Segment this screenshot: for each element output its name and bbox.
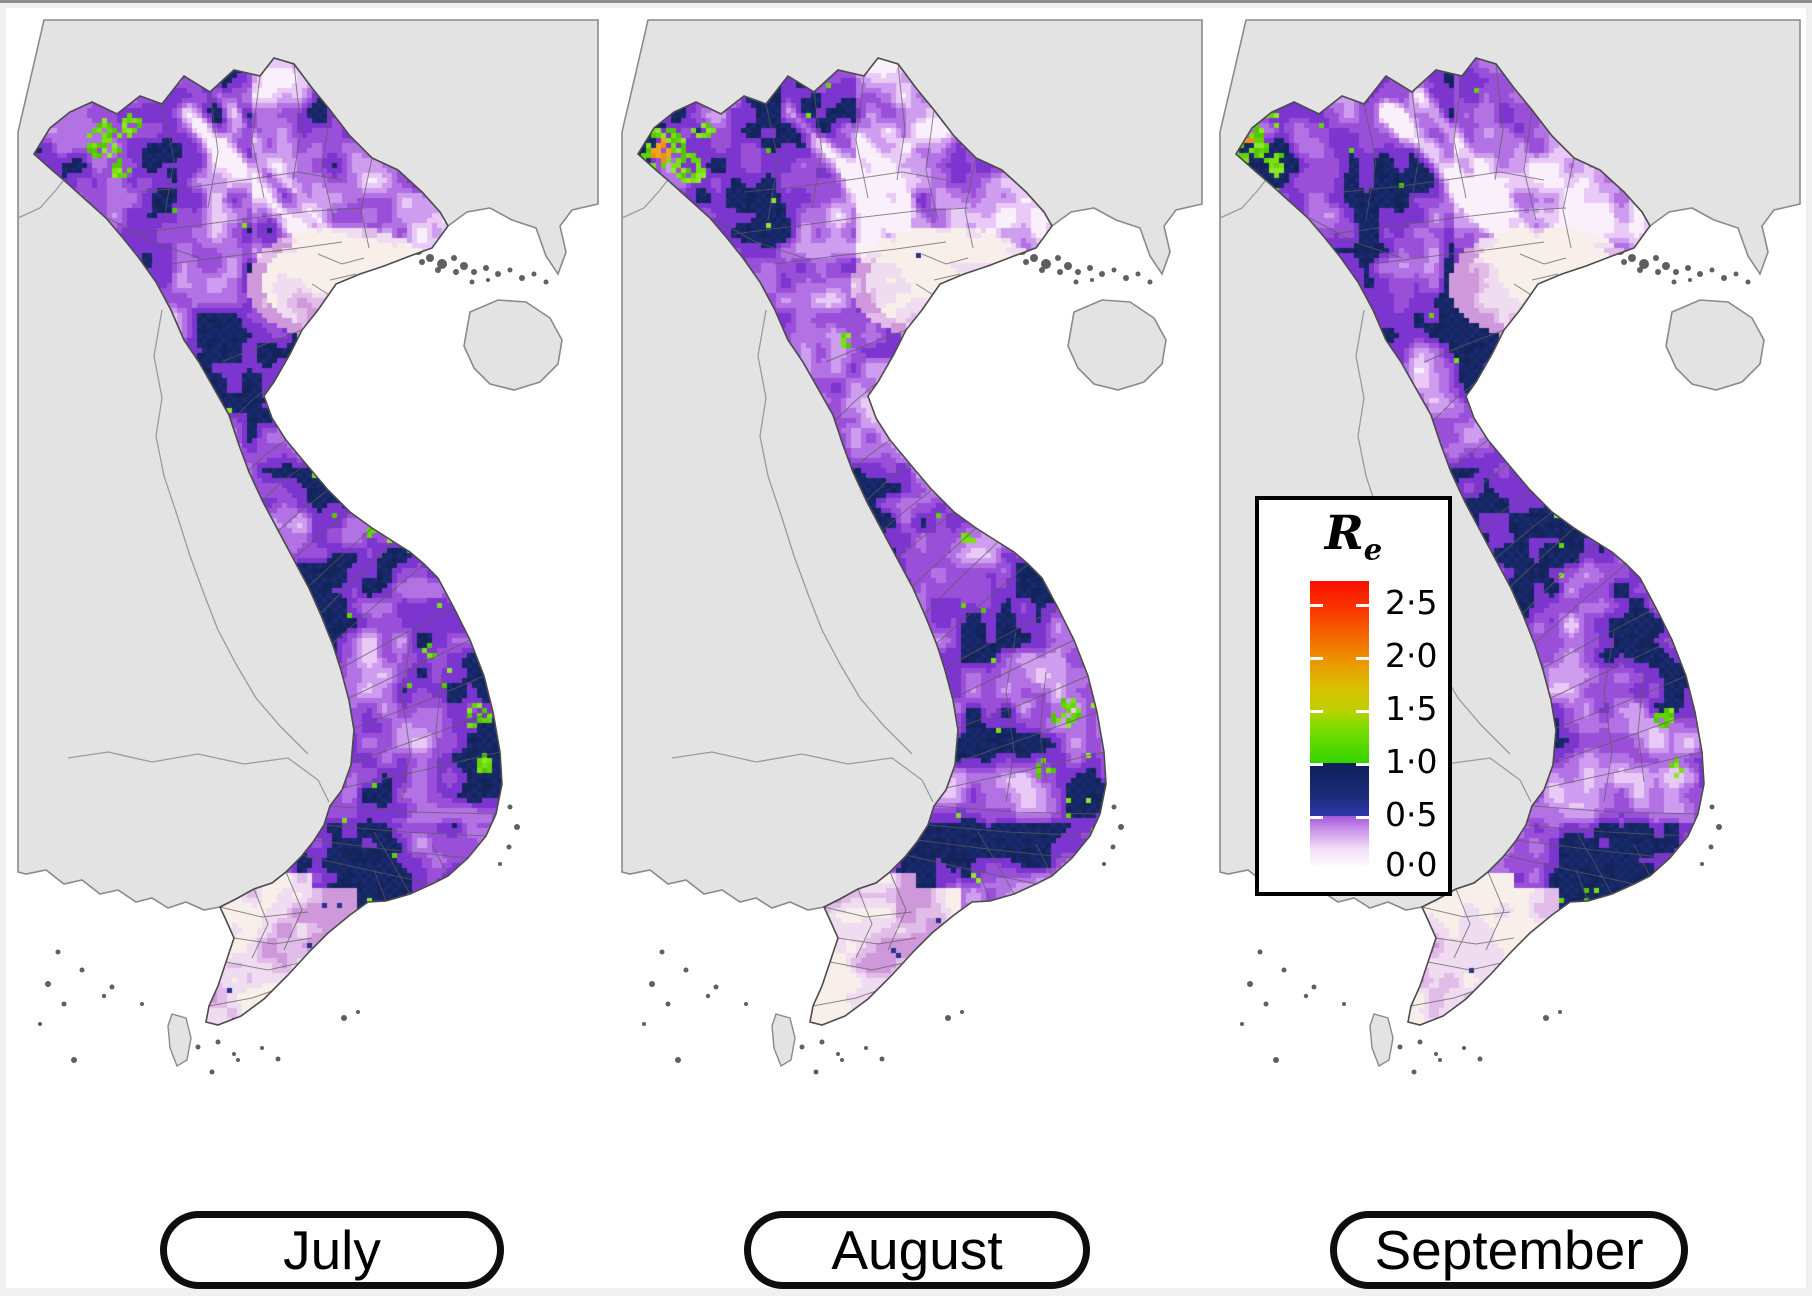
month-label-july: July xyxy=(160,1211,504,1289)
colorbar xyxy=(1310,581,1369,869)
legend-title-symbol: R xyxy=(1324,506,1364,561)
map-panel-july xyxy=(12,12,604,1162)
vietnam-map-july xyxy=(12,12,604,1162)
colorbar-tick-mark xyxy=(1310,710,1323,713)
figure-canvas: Re 2·5 2·0 1·5 1·0 0·5 0·0 July August Septem… xyxy=(6,8,1806,1289)
vietnam-outline xyxy=(32,57,503,1026)
vietnam-outline xyxy=(636,57,1107,1026)
neighbor-internal-borders xyxy=(17,171,330,803)
map-panel-august xyxy=(616,12,1208,1162)
province-borders xyxy=(1309,63,1703,1007)
phu-quoc-island xyxy=(1369,1013,1394,1068)
hainan-island xyxy=(463,299,563,391)
legend-tick-label: 1·0 xyxy=(1385,742,1438,781)
legend-tick-label: 2·5 xyxy=(1385,583,1438,622)
colorbar-tick-mark xyxy=(1356,816,1369,819)
colorbar-tick-mark xyxy=(1310,763,1323,766)
legend-title: Re xyxy=(1259,506,1448,564)
colorbar-tick-mark xyxy=(1310,866,1323,869)
legend-tick-label: 2·0 xyxy=(1385,636,1438,675)
colorbar-tick-mark xyxy=(1310,657,1323,660)
colorbar-tick-mark xyxy=(1310,816,1323,819)
colorbar-tick-mark xyxy=(1356,710,1369,713)
page-top-border xyxy=(0,0,1812,3)
month-label-text: August xyxy=(831,1219,1003,1281)
legend-tick-label: 0·0 xyxy=(1385,845,1438,884)
month-label-text: September xyxy=(1374,1219,1644,1281)
vietnam-outline xyxy=(1234,57,1705,1026)
colorbar-tick-mark xyxy=(1310,604,1323,607)
colorbar-tick-mark xyxy=(1356,763,1369,766)
colorbar-tick-mark xyxy=(1356,866,1369,869)
legend-title-subscript: e xyxy=(1363,532,1383,567)
month-label-text: July xyxy=(283,1219,381,1281)
hainan-island xyxy=(1665,299,1765,391)
phu-quoc-island xyxy=(167,1013,192,1068)
month-label-august: August xyxy=(744,1211,1090,1289)
hainan-island xyxy=(1067,299,1167,391)
legend-tick-label: 0·5 xyxy=(1385,795,1438,834)
colorbar-tick-mark xyxy=(1356,604,1369,607)
colorbar-tick-mark xyxy=(1356,657,1369,660)
phu-quoc-island xyxy=(771,1013,796,1068)
neighbor-internal-borders xyxy=(621,171,934,803)
month-label-september: September xyxy=(1330,1211,1688,1289)
vietnam-map-august xyxy=(616,12,1208,1162)
legend-tick-label: 1·5 xyxy=(1385,689,1438,728)
legend-box: Re 2·5 2·0 1·5 1·0 0·5 0·0 xyxy=(1255,496,1452,896)
